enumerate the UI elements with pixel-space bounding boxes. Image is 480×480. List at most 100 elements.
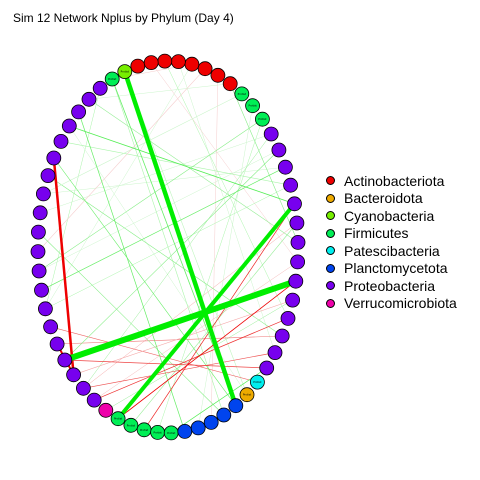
network-node: Protist (163, 425, 179, 441)
network-node (76, 380, 91, 396)
legend-label: Patescibacteria (344, 242, 440, 259)
network-node (32, 205, 48, 221)
node-circle (280, 310, 296, 326)
node-label: Protist (238, 92, 246, 96)
network-node (288, 273, 304, 289)
node-circle (210, 67, 226, 83)
legend-item: Proteobacteria (326, 277, 457, 295)
network-node (170, 54, 186, 69)
node-circle (61, 118, 77, 134)
node-circle (267, 345, 283, 361)
network-edge (83, 133, 272, 389)
legend-item: Cyanobacteria (326, 207, 457, 225)
network-edge (124, 71, 248, 395)
network-edge (157, 119, 263, 433)
network-node: Protist (239, 387, 255, 403)
network-edge (88, 99, 299, 243)
network-edge (83, 352, 276, 389)
node-label: Protist (253, 380, 261, 384)
node-label: Protist (258, 117, 266, 121)
legend-item: Actinobacteriota (326, 172, 457, 190)
network-node (203, 414, 219, 430)
node-circle (249, 374, 265, 390)
network-node (53, 133, 69, 149)
network-node (228, 398, 244, 414)
node-circle (289, 215, 305, 231)
network-node (285, 292, 301, 308)
node-circle (81, 91, 97, 107)
network-edge (111, 78, 237, 406)
node-circle (263, 126, 279, 142)
legend-swatch (326, 211, 335, 221)
node-label: Protist (108, 77, 116, 81)
network-edge (88, 83, 231, 100)
network-node (290, 254, 306, 270)
network-node (190, 420, 206, 436)
network-node: Protist (249, 374, 265, 390)
legend-label: Planctomycetota (344, 260, 448, 277)
node-circle (222, 76, 238, 92)
node-circle (76, 380, 91, 396)
edges (37, 60, 299, 434)
legend-swatch (326, 228, 335, 238)
node-circle (239, 387, 255, 403)
network-edge (143, 203, 295, 430)
network-edge (38, 118, 263, 272)
legend-label: Cyanobacteria (344, 207, 435, 224)
network-node (49, 336, 65, 352)
network-node: Protist (117, 64, 133, 79)
node-circle (245, 98, 261, 114)
node-circle (274, 328, 290, 344)
node-circle (285, 292, 301, 308)
node-circle (254, 111, 270, 127)
node-circle (216, 407, 232, 423)
network-node: Protist (110, 411, 126, 427)
network-node (71, 104, 86, 120)
legend-item: Bacteroidota (326, 190, 457, 208)
node-circle (271, 142, 287, 158)
network-edge (45, 64, 193, 309)
nodes: Protist Protist Protist Protist Protist Proti… (30, 53, 306, 441)
network-node (31, 224, 46, 240)
legend-label: Firmicutes (344, 225, 409, 242)
network-edge (64, 359, 267, 369)
legend-label: Actinobacteriota (344, 172, 445, 189)
node-circle (130, 58, 146, 74)
node-circle (143, 55, 159, 70)
node-circle (259, 360, 275, 376)
node-label: Protist (114, 417, 122, 421)
network-node (143, 55, 159, 70)
node-circle (234, 86, 250, 102)
legend-item: Verrucomicrobiota (326, 295, 457, 313)
node-circle (53, 133, 69, 149)
network-node: Protist (234, 86, 250, 102)
node-circle (66, 367, 81, 383)
network-edge (43, 166, 286, 195)
node-circle (117, 64, 133, 79)
legend-swatch (326, 281, 335, 291)
node-circle (288, 273, 304, 289)
network-edge (52, 157, 75, 375)
node-circle (86, 392, 102, 408)
node-circle (38, 301, 53, 317)
network-node (177, 423, 193, 439)
legend-swatch (326, 263, 335, 273)
network-edge (64, 149, 280, 361)
network-edge (38, 149, 280, 272)
node-circle (184, 56, 200, 72)
network-node: Protist (123, 417, 139, 433)
network-edge (83, 222, 298, 389)
network-edge (117, 280, 297, 420)
network-node (267, 345, 283, 361)
network-edge (105, 299, 293, 411)
network-edge (38, 231, 225, 416)
node-label: Protist (167, 431, 175, 435)
node-label: Protist (243, 393, 251, 397)
network-node (259, 360, 275, 376)
network-edge (69, 125, 295, 205)
legend-item: Planctomycetota (326, 260, 457, 278)
network-edge (41, 166, 286, 291)
network-edge (63, 278, 297, 363)
